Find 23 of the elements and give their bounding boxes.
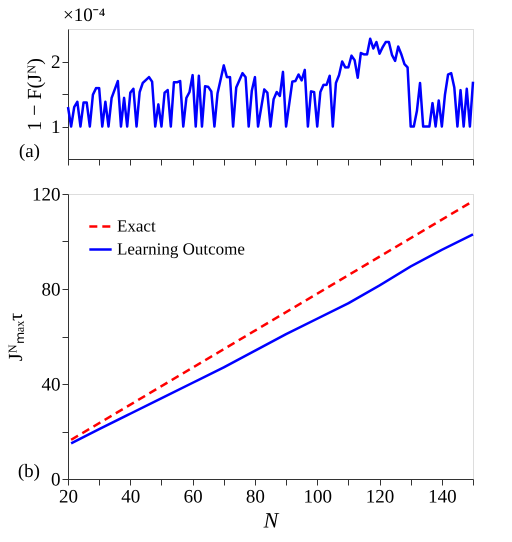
text: ×10⁻⁴	[63, 5, 106, 26]
y-tick-label: 0	[51, 470, 60, 490]
line-series	[66, 38, 474, 128]
legend-label: Exact	[117, 216, 156, 236]
y-tick-label: 80	[42, 280, 60, 300]
x-tick-label: 140	[428, 486, 457, 508]
legend-label: Learning Outcome	[117, 240, 245, 258]
line-series	[70, 233, 474, 445]
y-tick-label: 120	[32, 184, 60, 206]
x-tick-label: 80	[246, 486, 265, 508]
x-tick-label: 120	[366, 486, 394, 508]
x-axis-title: N	[262, 508, 280, 532]
y-tick-label: 1	[51, 117, 60, 138]
x-tick-label: 20	[59, 486, 78, 508]
y-tick-label: 2	[51, 52, 60, 73]
x-tick-label: 40	[121, 486, 140, 508]
y-axis-title: Jᴺₘₐₓτ	[5, 312, 27, 362]
y-axis-title: 1 − F(Jᴺ)	[24, 58, 46, 131]
x-tick-label: 100	[303, 486, 332, 508]
text: (b)	[18, 461, 40, 482]
x-tick-label: 60	[184, 486, 203, 508]
text: (a)	[18, 141, 40, 162]
y-tick-label: 40	[42, 374, 60, 396]
